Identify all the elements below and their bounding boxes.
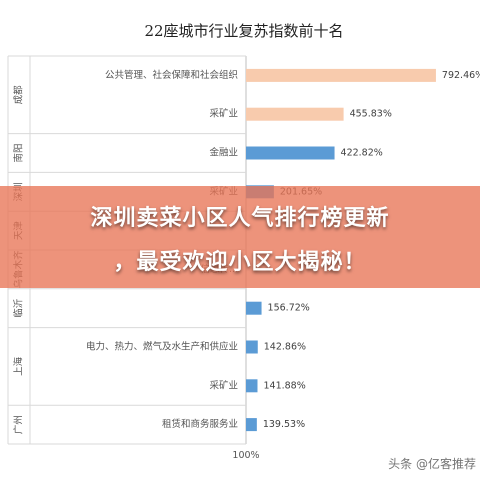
group-label: 临沂 — [13, 298, 25, 318]
chart-title: 22座城市行业复苏指数前十名 — [144, 22, 343, 40]
bar — [246, 340, 258, 354]
bar — [246, 107, 344, 121]
bar — [246, 146, 335, 160]
watermark: 头条 @亿客推荐 — [388, 457, 476, 471]
group-label: 广州 — [13, 415, 25, 434]
bar — [246, 418, 257, 432]
bar — [246, 68, 436, 82]
headline-banner — [0, 186, 480, 288]
headline-line-2: ，最受欢迎小区大揭秘！ — [113, 250, 367, 275]
group-label: 上海 — [13, 356, 25, 376]
category-label: 采矿业 — [209, 108, 238, 120]
value-label: 156.72% — [268, 303, 310, 314]
value-label: 455.83% — [350, 109, 392, 120]
category-label: 金融业 — [209, 147, 238, 159]
value-label: 139.53% — [263, 419, 305, 430]
value-label: 422.82% — [341, 148, 383, 159]
headline-line-1: 深圳卖菜小区人气排行榜更新 — [90, 206, 390, 231]
category-label: 电力、热力、燃气及水生产和供应业 — [86, 341, 238, 353]
x-tick-label: 100% — [232, 450, 259, 461]
bar — [246, 379, 258, 393]
group-label: 成都 — [13, 85, 25, 105]
group-label: 南阳 — [13, 143, 25, 162]
value-label: 142.86% — [264, 342, 306, 353]
value-label: 792.46% — [442, 70, 480, 81]
value-label: 141.88% — [263, 380, 305, 391]
category-label: 采矿业 — [209, 379, 238, 391]
category-label: 公共管理、社会保障和社会组织 — [105, 69, 238, 81]
bar — [246, 301, 262, 315]
category-label: 租赁和商务服务业 — [162, 418, 238, 430]
